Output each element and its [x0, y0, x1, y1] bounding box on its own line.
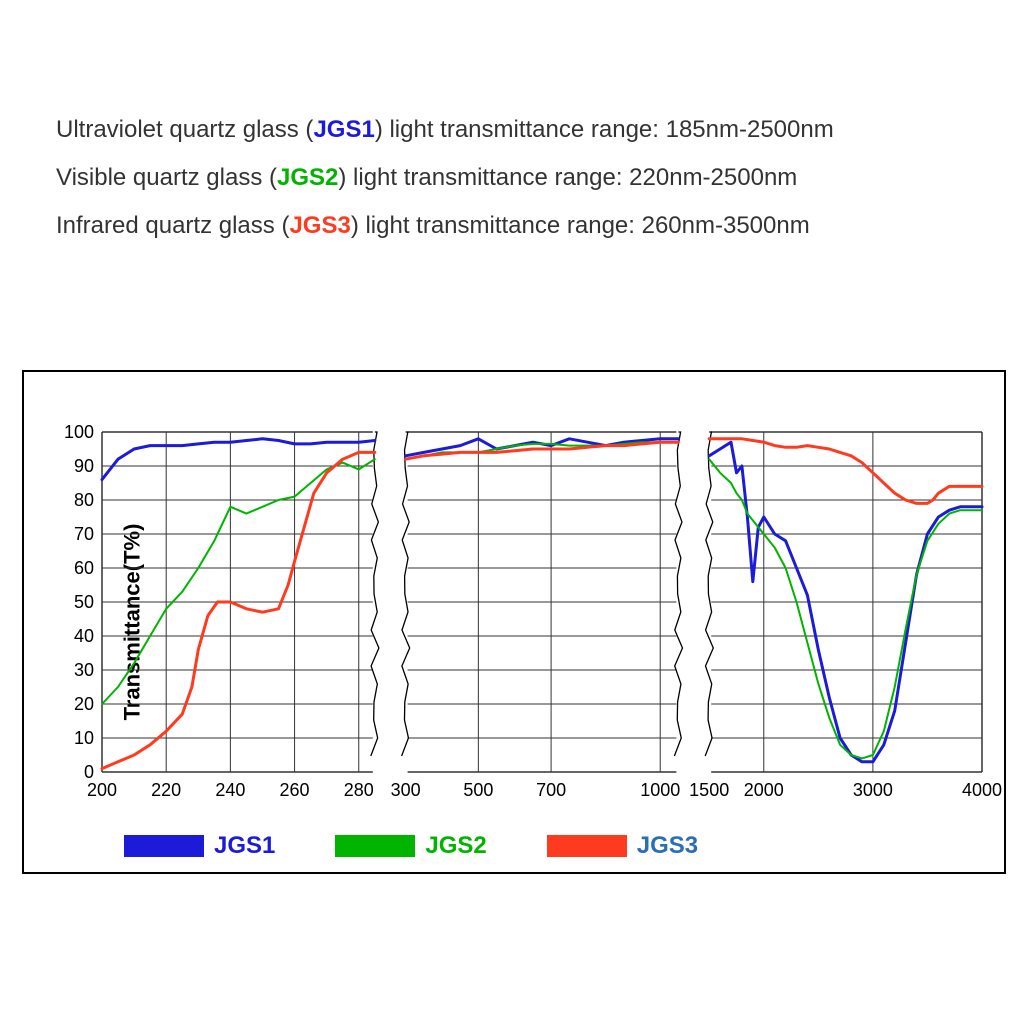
svg-text:70: 70	[74, 524, 94, 544]
legend-label: JGS2	[425, 832, 486, 860]
svg-text:220: 220	[151, 780, 181, 800]
svg-text:100: 100	[64, 422, 94, 442]
svg-text:280: 280	[344, 780, 374, 800]
svg-text:1500: 1500	[689, 780, 729, 800]
legend-swatch	[335, 835, 415, 857]
svg-text:2000: 2000	[744, 780, 784, 800]
svg-text:1000: 1000	[640, 780, 680, 800]
svg-text:50: 50	[74, 592, 94, 612]
svg-text:0: 0	[84, 762, 94, 782]
plot-area: 0102030405060708090100200220240260280300…	[102, 432, 982, 772]
svg-text:40: 40	[74, 626, 94, 646]
legend-item: JGS3	[547, 832, 698, 860]
legend-item: JGS1	[124, 832, 275, 860]
description-line: Visible quartz glass (JGS2) light transm…	[56, 154, 834, 202]
legend-swatch	[124, 835, 204, 857]
svg-text:200: 200	[87, 780, 117, 800]
svg-text:4000: 4000	[962, 780, 1002, 800]
svg-text:60: 60	[74, 558, 94, 578]
svg-text:700: 700	[536, 780, 566, 800]
description-line: Infrared quartz glass (JGS3) light trans…	[56, 202, 834, 250]
svg-text:10: 10	[74, 728, 94, 748]
legend-label: JGS1	[214, 832, 275, 860]
description-line: Ultraviolet quartz glass (JGS1) light tr…	[56, 106, 834, 154]
description-block: Ultraviolet quartz glass (JGS1) light tr…	[56, 106, 834, 250]
chart-container: Transmittance(T%) 0102030405060708090100…	[22, 370, 1006, 874]
legend: JGS1 JGS2 JGS3	[124, 832, 698, 860]
svg-text:240: 240	[215, 780, 245, 800]
svg-text:300: 300	[391, 780, 421, 800]
svg-text:260: 260	[280, 780, 310, 800]
svg-text:90: 90	[74, 456, 94, 476]
svg-text:80: 80	[74, 490, 94, 510]
svg-text:30: 30	[74, 660, 94, 680]
legend-item: JGS2	[335, 832, 486, 860]
legend-swatch	[547, 835, 627, 857]
svg-text:500: 500	[463, 780, 493, 800]
legend-label: JGS3	[637, 832, 698, 860]
svg-text:20: 20	[74, 694, 94, 714]
svg-text:3000: 3000	[853, 780, 893, 800]
